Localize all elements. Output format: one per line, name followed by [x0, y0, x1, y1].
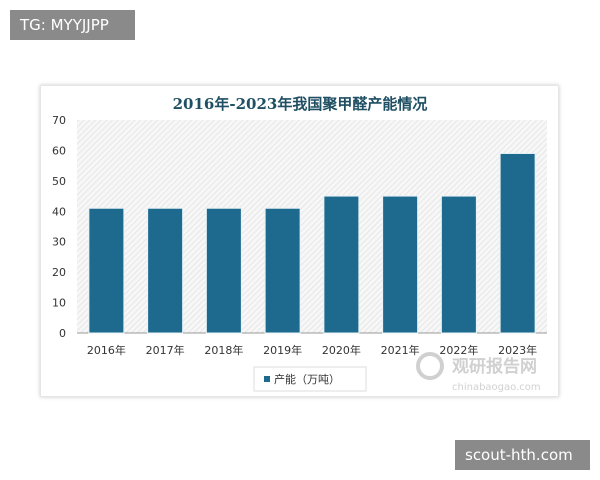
watermark-name: 观研报告网	[451, 356, 537, 377]
y-tick-label: 60	[52, 144, 66, 157]
overlay-site: scout-hth.com	[455, 440, 590, 470]
watermark-url: chinabaogao.com	[452, 382, 541, 393]
bar	[88, 207, 125, 334]
x-tick-label: 2017年	[146, 343, 185, 357]
y-tick-label: 40	[52, 205, 66, 218]
x-tick-label: 2016年	[87, 343, 126, 357]
overlay-tag: TG: MYYJJPP	[10, 10, 135, 40]
y-tick-label: 30	[52, 236, 66, 249]
y-tick-label: 50	[52, 175, 66, 188]
bar	[147, 207, 184, 334]
x-tick-label: 2021年	[381, 343, 420, 357]
x-tick-label: 2018年	[204, 343, 243, 357]
chart-title: 2016年-2023年我国聚甲醛产能情况	[173, 95, 428, 113]
x-tick-label: 2022年	[439, 343, 478, 357]
y-tick-label: 20	[52, 266, 66, 279]
x-tick-label: 2019年	[263, 343, 302, 357]
bar	[440, 195, 477, 334]
y-tick-label: 10	[52, 297, 66, 310]
x-tick-label: 2023年	[498, 343, 537, 357]
legend-swatch	[264, 376, 270, 382]
bar	[382, 195, 419, 334]
legend-box	[253, 366, 367, 392]
x-tick-label: 2020年	[322, 343, 361, 357]
y-tick-label: 70	[52, 114, 66, 127]
legend-label: 产能（万吨）	[274, 372, 340, 386]
bar	[323, 195, 360, 334]
y-tick-label: 0	[59, 327, 66, 340]
bar	[264, 207, 301, 334]
bar	[205, 207, 242, 334]
watermark: 观研报告网 chinabaogao.com	[416, 352, 541, 393]
bar	[499, 152, 536, 334]
